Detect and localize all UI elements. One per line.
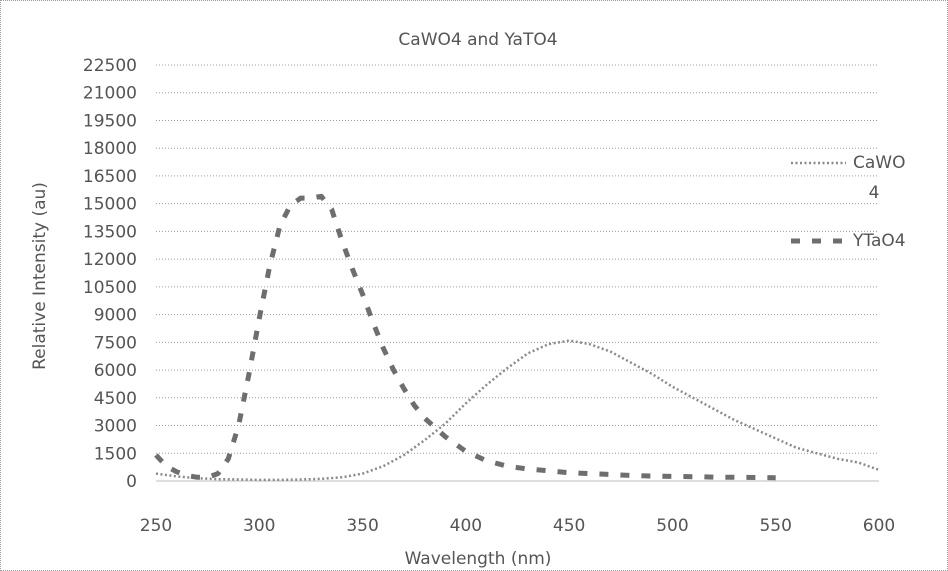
legend-label-ytao4: YTaO4 (852, 231, 906, 251)
y-tick-label: 0 (126, 472, 137, 492)
grid-lines (156, 64, 879, 482)
x-tick-label: 350 (346, 516, 378, 536)
x-tick-label: 600 (863, 516, 895, 536)
y-tick-labels: 0 1500 3000 4500 6000 7500 9000 10500 12000 13500… (83, 56, 137, 492)
y-tick-label: 4500 (94, 389, 137, 409)
y-tick-label: 6000 (94, 361, 137, 381)
series-layer (154, 193, 880, 482)
x-tick-label: 550 (759, 516, 791, 536)
y-tick-label: 15000 (83, 195, 137, 215)
y-tick-label: 18000 (83, 139, 137, 159)
x-tick-label: 400 (450, 516, 482, 536)
x-tick-label: 250 (140, 516, 172, 536)
y-tick-label: 19500 (83, 111, 137, 131)
legend: CaWO 4 YTaO4 (791, 153, 906, 251)
y-tick-label: 21000 (83, 84, 137, 104)
x-tick-labels: 250 300 350 400 450 500 550 600 (140, 516, 895, 536)
y-tick-label: 3000 (94, 417, 137, 437)
y-tick-label: 16500 (83, 167, 137, 187)
y-tick-label: 7500 (94, 333, 137, 353)
y-tick-label: 9000 (94, 306, 137, 326)
y-tick-label: 10500 (83, 278, 137, 298)
legend-label-cawo4: 4 (869, 183, 880, 203)
x-tick-label: 500 (656, 516, 688, 536)
x-axis-label: Wavelength (nm) (405, 549, 552, 569)
y-tick-label: 13500 (83, 222, 137, 242)
chart-title: CaWO4 and YaTO4 (398, 30, 557, 50)
y-tick-label: 12000 (83, 250, 137, 270)
y-axis-label: Relative Intensity (au) (30, 182, 50, 370)
series-line-cawo4 (155, 339, 880, 482)
y-tick-label: 1500 (94, 444, 137, 464)
x-tick-label: 450 (553, 516, 585, 536)
series-line-ytao4 (154, 193, 776, 481)
y-tick-label: 22500 (83, 56, 137, 76)
legend-label-cawo4: CaWO (853, 153, 905, 173)
x-tick-label: 300 (243, 516, 275, 536)
